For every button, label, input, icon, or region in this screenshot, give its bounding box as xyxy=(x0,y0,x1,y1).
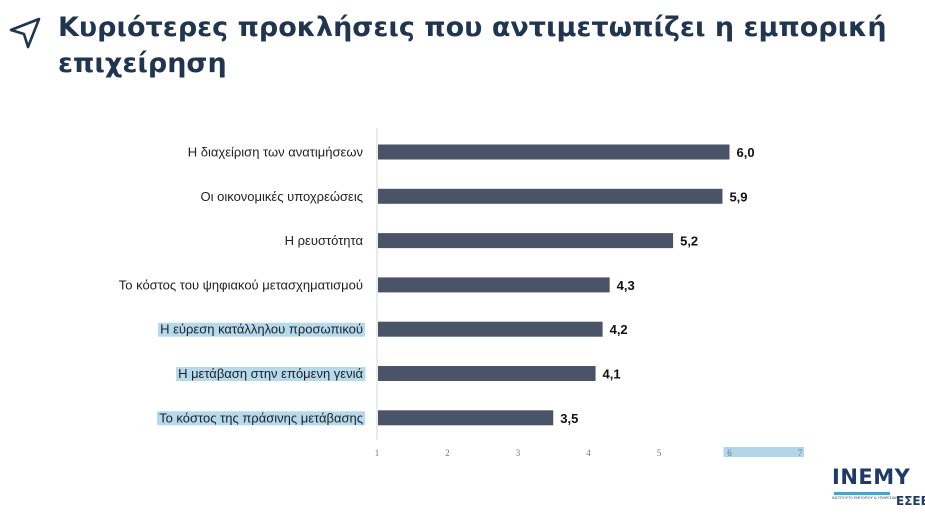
x-tick-label: 3 xyxy=(516,448,521,458)
value-label: 5,9 xyxy=(729,189,747,204)
tick-highlight xyxy=(723,447,804,457)
category-label: Η ρευστότητα xyxy=(285,233,364,248)
category-label-highlight xyxy=(158,322,365,337)
bar xyxy=(378,366,596,381)
x-tick-label: 6 xyxy=(727,448,732,458)
category-label-highlight xyxy=(157,411,365,426)
x-tick-label: 7 xyxy=(798,448,803,458)
bar xyxy=(378,321,603,337)
x-tick-label: 1 xyxy=(375,448,380,458)
logo-subtitle: ΙΝΣΤΙΤΟΥΤΟ ΕΜΠΟΡΙΟΥ & ΥΠΗΡΕΣΙΩΝ xyxy=(832,496,898,500)
category-label: Οι οικονομικές υποχρεώσεις xyxy=(201,189,364,204)
logo-org: ΕΣΕΕ xyxy=(896,494,925,508)
value-label: 5,2 xyxy=(680,234,698,249)
bar xyxy=(378,144,730,160)
logo-name: INEMY xyxy=(832,465,911,489)
value-label: 4,3 xyxy=(617,278,635,293)
value-label: 4,2 xyxy=(610,322,628,337)
x-tick-label: 2 xyxy=(445,448,450,458)
bar xyxy=(378,188,723,204)
category-label-highlight xyxy=(176,367,366,381)
navigation-arrow-icon xyxy=(9,17,41,49)
inemy-logo: INEMY ΙΝΣΤΙΤΟΥΤΟ ΕΜΠΟΡΙΟΥ & ΥΠΗΡΕΣΙΩΝ ΕΣ… xyxy=(832,465,925,513)
category-label: Η εύρεση κατάλληλου προσωπικού xyxy=(160,322,363,337)
bar xyxy=(378,233,674,249)
bar xyxy=(378,410,554,426)
value-label: 4,1 xyxy=(603,367,621,382)
x-tick-label: 5 xyxy=(657,448,662,458)
category-label: Το κόστος του ψηφιακού μετασχηματισμού xyxy=(119,277,363,292)
logo-underline xyxy=(834,492,890,495)
bar xyxy=(378,277,610,293)
category-label: Το κόστος της πράσινης μετάβασης xyxy=(159,410,363,425)
category-label: Η μετάβαση στην επόμενη γενιά xyxy=(178,366,363,381)
page-title: Κυριότερες προκλήσεις που αντιμετωπίζει … xyxy=(58,12,887,79)
x-tick-label: 4 xyxy=(586,448,591,458)
value-label: 6,0 xyxy=(737,145,755,160)
category-label: Η διαχείριση των ανατιμήσεων xyxy=(188,145,363,160)
value-label: 3,5 xyxy=(560,411,578,426)
